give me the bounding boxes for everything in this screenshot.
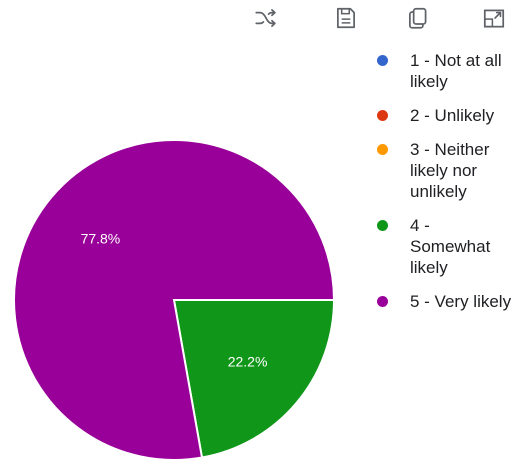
- chart-toolbar: [0, 0, 514, 40]
- legend-color-dot: [377, 110, 388, 121]
- legend-item[interactable]: 3 - Neither likely nor unlikely: [372, 139, 514, 202]
- shuffle-button[interactable]: [250, 2, 282, 34]
- copy-button[interactable]: [402, 2, 434, 34]
- save-icon: [337, 7, 355, 29]
- shuffle-icon: [255, 9, 276, 27]
- legend-item[interactable]: 5 - Very likely: [372, 291, 514, 312]
- legend-label: 1 - Not at all likely: [410, 51, 502, 91]
- legend-label: 3 - Neither likely nor unlikely: [410, 140, 490, 201]
- chart-legend: 1 - Not at all likely 2 - Unlikely 3 - Nei…: [372, 50, 514, 325]
- legend-color-dot: [377, 144, 388, 155]
- pie-slice[interactable]: [13, 139, 336, 461]
- slice-percent-label: 22.2%: [228, 354, 268, 370]
- legend-item[interactable]: 4 - Somewhat likely: [372, 215, 514, 278]
- slice-percent-label: 77.8%: [81, 230, 121, 246]
- copy-icon: [409, 7, 427, 29]
- legend-color-dot: [377, 55, 388, 66]
- legend-item[interactable]: 1 - Not at all likely: [372, 50, 514, 92]
- legend-color-dot: [377, 220, 388, 231]
- legend-label: 5 - Very likely: [410, 292, 512, 311]
- legend-color-dot: [377, 296, 388, 307]
- legend-label: 2 - Unlikely: [410, 106, 495, 125]
- expand-icon: [483, 9, 505, 28]
- save-button[interactable]: [330, 2, 362, 34]
- legend-item[interactable]: 2 - Unlikely: [372, 105, 514, 126]
- expand-button[interactable]: [478, 2, 510, 34]
- legend-label: 4 - Somewhat likely: [410, 216, 491, 277]
- pie-slice[interactable]: [172, 299, 336, 459]
